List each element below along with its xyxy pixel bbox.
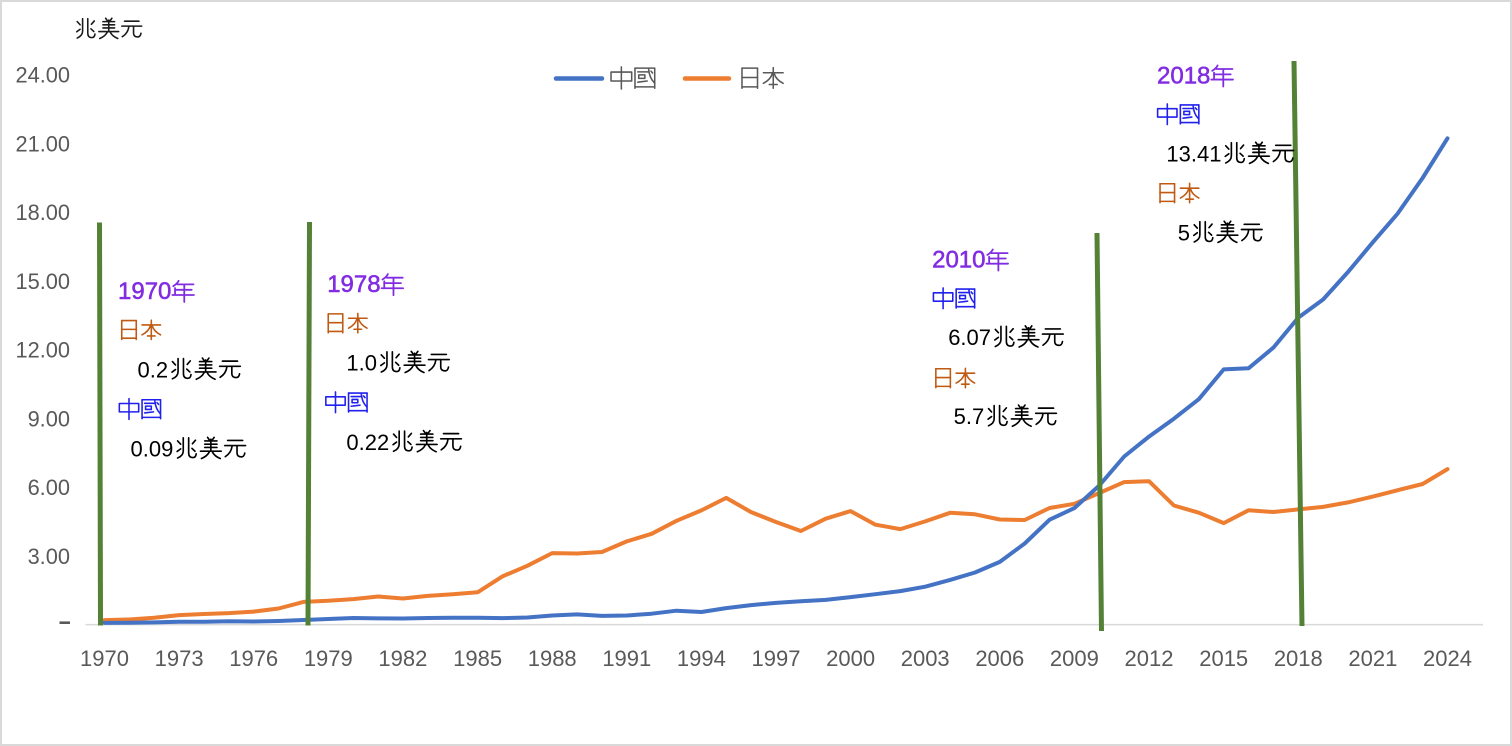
svg-text:1985: 1985 [453,646,502,671]
svg-text:3.00: 3.00 [28,544,70,569]
svg-text:2012: 2012 [1125,646,1174,671]
svg-text:1997: 1997 [752,646,801,671]
svg-text:18.00: 18.00 [15,200,70,225]
svg-text:2015: 2015 [1199,646,1248,671]
svg-text:0.09: 0.09 [131,437,174,462]
svg-text:2003: 2003 [901,646,950,671]
svg-text:9.00: 9.00 [28,406,70,431]
svg-text:12.00: 12.00 [15,338,70,363]
svg-text:1982: 1982 [378,646,427,671]
svg-text:1973: 1973 [155,646,204,671]
svg-text:1970: 1970 [118,278,171,305]
svg-text:2009: 2009 [1050,646,1099,671]
svg-text:1978: 1978 [327,271,380,298]
svg-text:15.00: 15.00 [15,269,70,294]
svg-text:1970: 1970 [80,646,129,671]
svg-text:2018: 2018 [1274,646,1323,671]
svg-text:2021: 2021 [1348,646,1397,671]
svg-text:21.00: 21.00 [15,131,70,156]
svg-text:1994: 1994 [677,646,726,671]
svg-text:2024: 2024 [1423,646,1472,671]
svg-text:2000: 2000 [826,646,875,671]
svg-text:1991: 1991 [602,646,651,671]
svg-text:5.7: 5.7 [954,404,985,429]
svg-text:2006: 2006 [975,646,1024,671]
svg-text:1979: 1979 [304,646,353,671]
svg-text:24.00: 24.00 [15,63,70,88]
svg-text:1.0: 1.0 [346,351,377,376]
svg-text:0.22: 0.22 [346,430,389,455]
svg-text:2018: 2018 [1157,62,1210,89]
svg-text:0.2: 0.2 [138,357,169,382]
svg-text:1976: 1976 [229,646,278,671]
svg-text:6.07: 6.07 [948,325,991,350]
svg-text:13.41: 13.41 [1166,142,1221,167]
svg-text:2010: 2010 [932,246,985,273]
svg-text:1988: 1988 [528,646,577,671]
svg-text:5: 5 [1178,220,1190,245]
svg-text:6.00: 6.00 [28,475,70,500]
